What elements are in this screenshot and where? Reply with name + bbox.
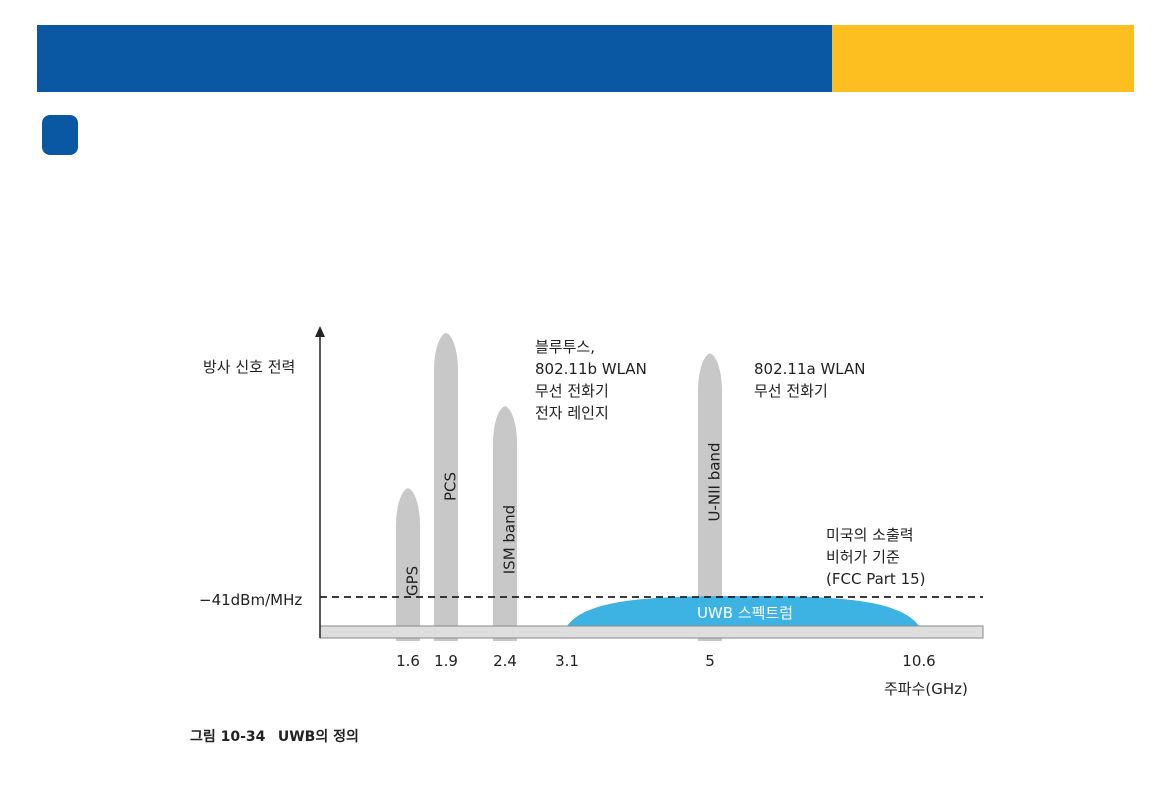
annotation-line: 블루투스, bbox=[535, 338, 595, 356]
uwb-spectrum-shape bbox=[567, 596, 919, 626]
tick-label: 5 bbox=[705, 652, 715, 670]
tick-label: 1.9 bbox=[434, 652, 458, 670]
annotation-line: 802.11a WLAN bbox=[754, 360, 865, 378]
tick-label: 3.1 bbox=[555, 652, 579, 670]
band-label: PCS bbox=[442, 472, 460, 501]
header-yellow-block bbox=[832, 25, 1134, 92]
band-label: GPS bbox=[404, 566, 422, 596]
annotation-line: 무선 전화기 bbox=[754, 382, 828, 400]
y-axis-label: 방사 신호 전력 bbox=[203, 358, 295, 376]
frequency-band-pillar bbox=[493, 406, 517, 641]
header-blue-block bbox=[37, 25, 832, 92]
annotation-line: 무선 전화기 bbox=[535, 382, 609, 400]
frequency-band-pillar bbox=[698, 353, 722, 641]
tick-label: 1.6 bbox=[396, 652, 420, 670]
header-bar bbox=[37, 25, 1134, 92]
tick-label: 10.6 bbox=[902, 652, 935, 670]
tick-label: 2.4 bbox=[493, 652, 517, 670]
frequency-axis-bar bbox=[319, 625, 984, 639]
threshold-label: −41dBm/MHz bbox=[199, 591, 302, 609]
band-label: U-NII band bbox=[706, 443, 724, 522]
band-label: ISM band bbox=[501, 505, 519, 574]
fcc-annotation: 미국의 소출력 비허가 기준 (FCC Part 15) bbox=[826, 526, 926, 588]
section-badge bbox=[42, 115, 78, 155]
frequency-band-pillar bbox=[396, 488, 420, 641]
bands-layer: GPS PCS ISM band U-NII band bbox=[396, 333, 724, 641]
annotation-line: 미국의 소출력 bbox=[826, 526, 914, 544]
figure-caption: 그림 10-34 UWB의 정의 bbox=[190, 726, 359, 746]
uwb-spectrum-label: UWB 스펙트럼 bbox=[697, 604, 793, 622]
frequency-band-pillar bbox=[434, 333, 458, 641]
power-axis-arrow-icon bbox=[315, 326, 325, 337]
x-axis-label: 주파수(GHz) bbox=[884, 680, 968, 698]
tick-labels: 1.6 1.9 2.4 3.1 5 10.6 bbox=[396, 652, 936, 670]
annotation-line: (FCC Part 15) bbox=[826, 570, 926, 588]
wlan-a-annotation: 802.11a WLAN 무선 전화기 bbox=[754, 360, 865, 400]
figure-number: 그림 10-34 bbox=[190, 729, 266, 745]
figure-title: UWB의 정의 bbox=[277, 729, 359, 745]
annotation-line: 802.11b WLAN bbox=[535, 360, 647, 378]
annotation-line: 전자 레인지 bbox=[535, 404, 609, 422]
annotation-line: 비허가 기준 bbox=[826, 548, 900, 566]
bluetooth-annotation: 블루투스, 802.11b WLAN 무선 전화기 전자 레인지 bbox=[535, 338, 647, 422]
